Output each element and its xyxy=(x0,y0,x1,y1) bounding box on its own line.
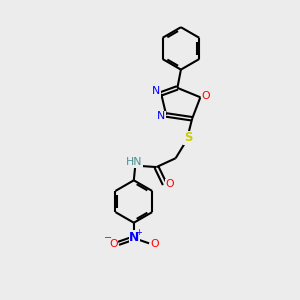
Text: O: O xyxy=(166,179,174,189)
Text: N: N xyxy=(129,231,140,244)
Text: +: + xyxy=(135,228,142,237)
Text: S: S xyxy=(184,131,192,144)
Text: O: O xyxy=(150,239,159,249)
Text: O: O xyxy=(109,239,118,249)
Text: −: − xyxy=(104,233,112,243)
Text: N: N xyxy=(152,86,160,96)
Text: O: O xyxy=(201,91,210,101)
Text: N: N xyxy=(157,111,165,122)
Text: HN: HN xyxy=(126,157,142,167)
